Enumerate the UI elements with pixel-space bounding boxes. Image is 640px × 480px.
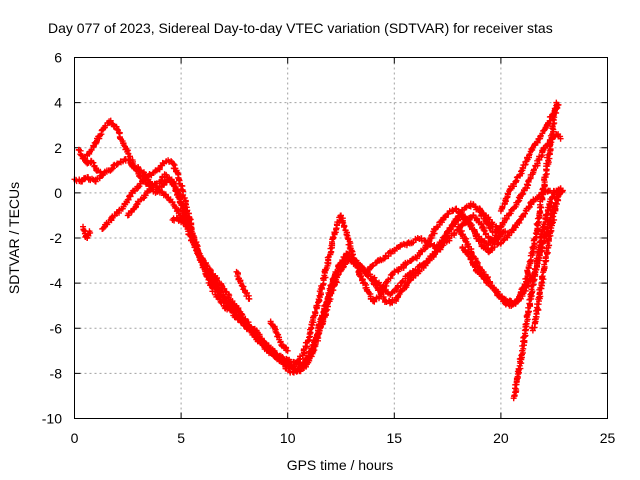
series-trace bbox=[459, 101, 560, 307]
series-track-12 bbox=[80, 223, 94, 241]
y-tick-label: -2 bbox=[50, 230, 63, 246]
series-track-10 bbox=[529, 187, 566, 334]
series-trace bbox=[477, 131, 564, 233]
y-tick-label: 6 bbox=[54, 50, 62, 66]
x-tick-label: 20 bbox=[493, 430, 509, 446]
series-track-14 bbox=[233, 268, 253, 302]
y-tick-label: -4 bbox=[50, 275, 63, 291]
x-axis-title: GPS time / hours bbox=[287, 457, 394, 473]
x-tick-label: 15 bbox=[387, 430, 403, 446]
series-track-9 bbox=[510, 186, 564, 402]
x-tick-label: 5 bbox=[177, 430, 185, 446]
series-track-11 bbox=[75, 146, 104, 176]
x-tick-label: 10 bbox=[280, 430, 296, 446]
series-trace bbox=[75, 146, 104, 175]
y-tick-label: -6 bbox=[50, 320, 63, 336]
series-track-15 bbox=[267, 318, 291, 354]
series-track-8 bbox=[497, 101, 562, 214]
series-trace bbox=[170, 212, 192, 225]
grid bbox=[74, 57, 608, 419]
y-tick-label: -10 bbox=[42, 411, 62, 427]
y-tick-label: 2 bbox=[54, 140, 62, 156]
tick-labels: 0 5 10 15 20 25 -10 -8 -6 -4 -2 0 2 4 6 bbox=[42, 50, 616, 447]
series-track-13 bbox=[169, 212, 193, 226]
series-trace bbox=[125, 171, 507, 375]
x-tick-label: 25 bbox=[600, 430, 616, 446]
chart-title: Day 077 of 2023, Sidereal Day-to-day VTE… bbox=[48, 20, 553, 36]
y-tick-label: 0 bbox=[54, 185, 62, 201]
series-trace bbox=[529, 188, 565, 331]
series-track-7 bbox=[476, 131, 564, 233]
data-points bbox=[71, 99, 566, 402]
series-trace bbox=[511, 186, 562, 400]
x-tick-label: 0 bbox=[71, 430, 79, 446]
series-trace bbox=[80, 226, 94, 241]
y-tick-label: 4 bbox=[54, 95, 62, 111]
series-track-4 bbox=[124, 171, 509, 375]
plot-frame bbox=[74, 57, 608, 419]
y-axis-title: SDTVAR / TECUs bbox=[6, 182, 22, 294]
series-trace bbox=[498, 102, 561, 213]
y-tick-label: -8 bbox=[50, 365, 63, 381]
series-trace bbox=[234, 269, 252, 302]
series-trace bbox=[267, 320, 290, 354]
